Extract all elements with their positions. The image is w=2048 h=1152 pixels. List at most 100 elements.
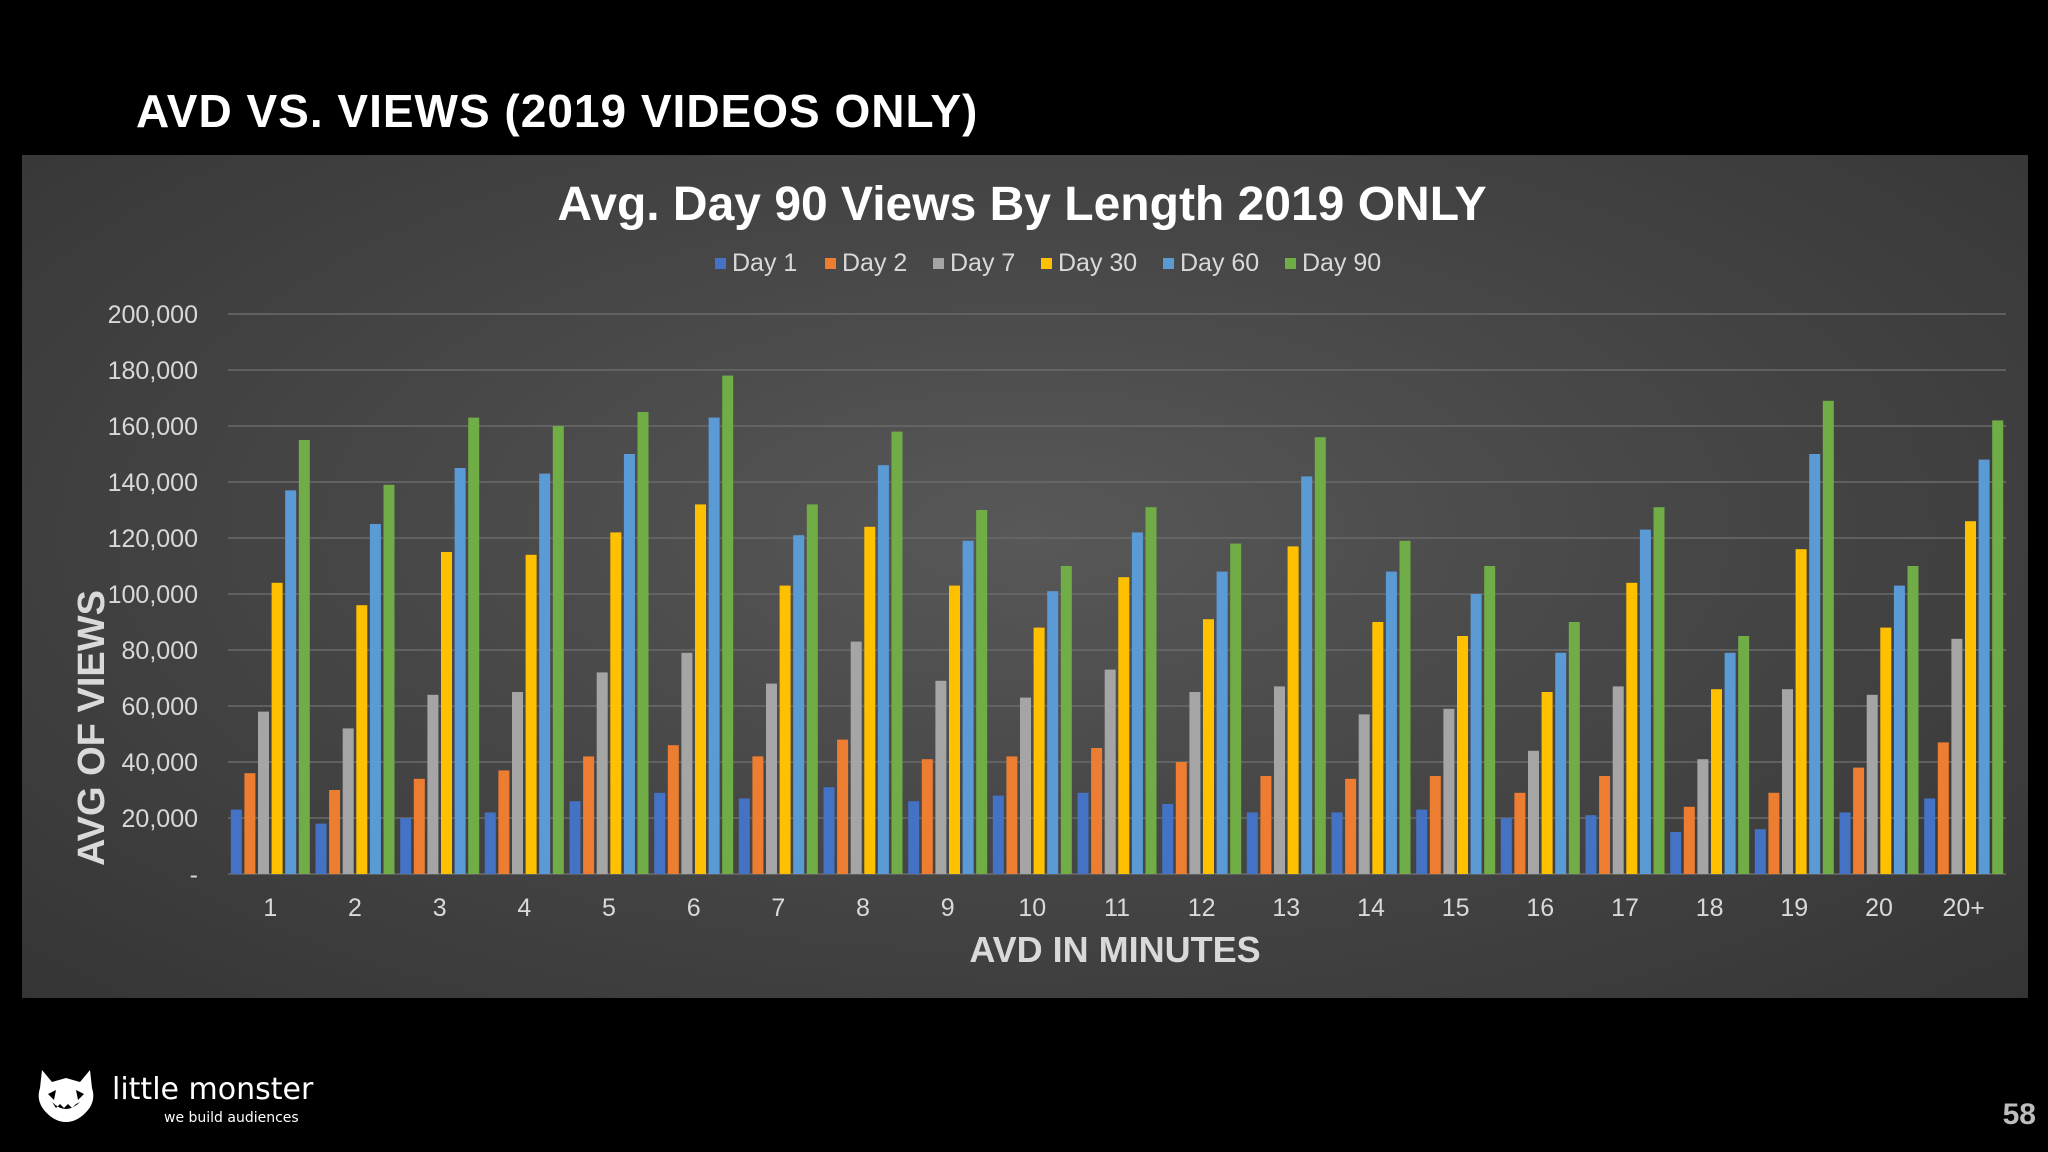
x-tick-label: 20+ bbox=[1942, 894, 1984, 922]
y-tick-label: 140,000 bbox=[108, 469, 198, 497]
legend-swatch bbox=[1285, 258, 1296, 269]
bar-day-90 bbox=[1399, 540, 1411, 874]
bar-day-7 bbox=[681, 652, 693, 874]
bar-day-2 bbox=[921, 759, 933, 874]
bar-day-90 bbox=[806, 504, 818, 874]
bar-day-1 bbox=[1162, 804, 1174, 874]
bar-day-90 bbox=[1992, 420, 2004, 874]
bar-day-1 bbox=[992, 795, 1004, 874]
bar-day-60 bbox=[1470, 594, 1482, 874]
bar-day-60 bbox=[962, 540, 974, 874]
bar-day-30 bbox=[695, 504, 706, 874]
bar-day-60 bbox=[1893, 585, 1905, 874]
bar-day-1 bbox=[400, 818, 412, 874]
y-tick-label: 180,000 bbox=[108, 357, 198, 385]
bar-day-2 bbox=[1768, 792, 1780, 874]
x-tick-label: 6 bbox=[687, 894, 701, 922]
legend-label: Day 1 bbox=[732, 249, 797, 277]
bar-day-30 bbox=[525, 554, 537, 874]
bar-day-30 bbox=[1118, 577, 1130, 874]
bar-day-30 bbox=[441, 552, 452, 874]
bar-day-60 bbox=[877, 465, 889, 874]
bar-day-7 bbox=[512, 692, 523, 874]
x-tick-label: 13 bbox=[1272, 894, 1300, 922]
bar-day-1 bbox=[738, 798, 750, 874]
y-axis: - 20,000 40,000 60,000 80,000 100,000 120,000 1… bbox=[108, 301, 198, 889]
x-tick-label: 3 bbox=[433, 894, 447, 922]
brand-logo: little monster we build audiences bbox=[34, 1066, 324, 1128]
bar-day-60 bbox=[1724, 652, 1736, 874]
bar-day-7 bbox=[1697, 759, 1709, 874]
bar-day-60 bbox=[285, 490, 297, 874]
bar-day-2 bbox=[498, 770, 510, 874]
bar-day-2 bbox=[752, 756, 764, 874]
bar-day-2 bbox=[413, 778, 425, 874]
chart-panel: Avg. Day 90 Views By Length 2019 ONLY Da… bbox=[22, 155, 2028, 998]
bar-day-7 bbox=[766, 683, 777, 874]
bar-day-30 bbox=[1287, 546, 1299, 874]
legend-swatch bbox=[1041, 258, 1052, 269]
page-number: 58 bbox=[2002, 1098, 2036, 1131]
x-tick-label: 18 bbox=[1696, 894, 1724, 922]
bar-day-1 bbox=[823, 787, 835, 874]
bar-day-2 bbox=[1260, 776, 1272, 874]
bar-day-60 bbox=[1639, 529, 1651, 874]
bar-day-60 bbox=[1216, 571, 1228, 874]
bar-day-2 bbox=[1345, 778, 1357, 874]
bar-day-7 bbox=[258, 711, 269, 874]
chart-grid bbox=[228, 313, 2006, 875]
bar-day-60 bbox=[1978, 459, 1990, 874]
bar-day-7 bbox=[1528, 750, 1539, 874]
bar-day-90 bbox=[1653, 507, 1665, 874]
bar-day-1 bbox=[1331, 812, 1343, 874]
bar-day-30 bbox=[949, 585, 960, 874]
bar-day-1 bbox=[1754, 829, 1766, 874]
bar-day-30 bbox=[1795, 549, 1807, 874]
x-tick-label: 1 bbox=[263, 894, 277, 922]
bar-day-30 bbox=[356, 605, 368, 874]
chart-bars bbox=[230, 375, 2004, 874]
bar-day-30 bbox=[779, 585, 791, 874]
bar-day-1 bbox=[569, 801, 581, 874]
bar-day-90 bbox=[298, 440, 310, 874]
bar-day-1 bbox=[1246, 812, 1258, 874]
bar-day-60 bbox=[1385, 571, 1397, 874]
y-tick-label: 160,000 bbox=[108, 413, 198, 441]
bar-day-30 bbox=[1626, 582, 1638, 874]
bar-day-90 bbox=[1907, 566, 1919, 874]
bar-day-60 bbox=[623, 454, 635, 874]
bar-day-60 bbox=[454, 468, 466, 874]
legend-label: Day 7 bbox=[950, 249, 1015, 277]
bar-day-1 bbox=[230, 809, 242, 874]
bar-day-30 bbox=[1457, 636, 1468, 874]
bar-day-7 bbox=[1274, 686, 1285, 874]
bar-day-90 bbox=[383, 484, 395, 874]
x-tick-label: 14 bbox=[1357, 894, 1385, 922]
bar-day-7 bbox=[850, 641, 862, 874]
y-tick-label: 80,000 bbox=[122, 637, 198, 665]
bar-day-2 bbox=[1175, 762, 1187, 874]
y-tick-label: 20,000 bbox=[122, 805, 198, 833]
legend-swatch bbox=[715, 258, 726, 269]
bar-day-30 bbox=[1880, 627, 1892, 874]
bar-day-7 bbox=[935, 680, 947, 874]
bar-day-60 bbox=[369, 524, 381, 874]
bar-day-1 bbox=[1585, 815, 1597, 874]
bar-day-90 bbox=[1145, 507, 1157, 874]
bar-day-2 bbox=[1006, 756, 1018, 874]
x-tick-label: 12 bbox=[1188, 894, 1216, 922]
bar-day-60 bbox=[1555, 652, 1567, 874]
x-tick-label: 15 bbox=[1442, 894, 1470, 922]
y-tick-label: - bbox=[190, 861, 198, 889]
x-tick-label: 2 bbox=[348, 894, 362, 922]
bar-day-2 bbox=[329, 790, 341, 874]
bar-day-2 bbox=[244, 773, 256, 874]
bar-day-1 bbox=[908, 801, 920, 874]
bar-day-90 bbox=[1314, 437, 1326, 874]
bar-day-1 bbox=[1670, 832, 1682, 874]
bar-day-7 bbox=[596, 672, 608, 874]
legend-swatch bbox=[1163, 258, 1174, 269]
bar-day-30 bbox=[610, 532, 622, 874]
bar-day-60 bbox=[1047, 591, 1059, 874]
x-tick-label: 11 bbox=[1104, 894, 1130, 922]
